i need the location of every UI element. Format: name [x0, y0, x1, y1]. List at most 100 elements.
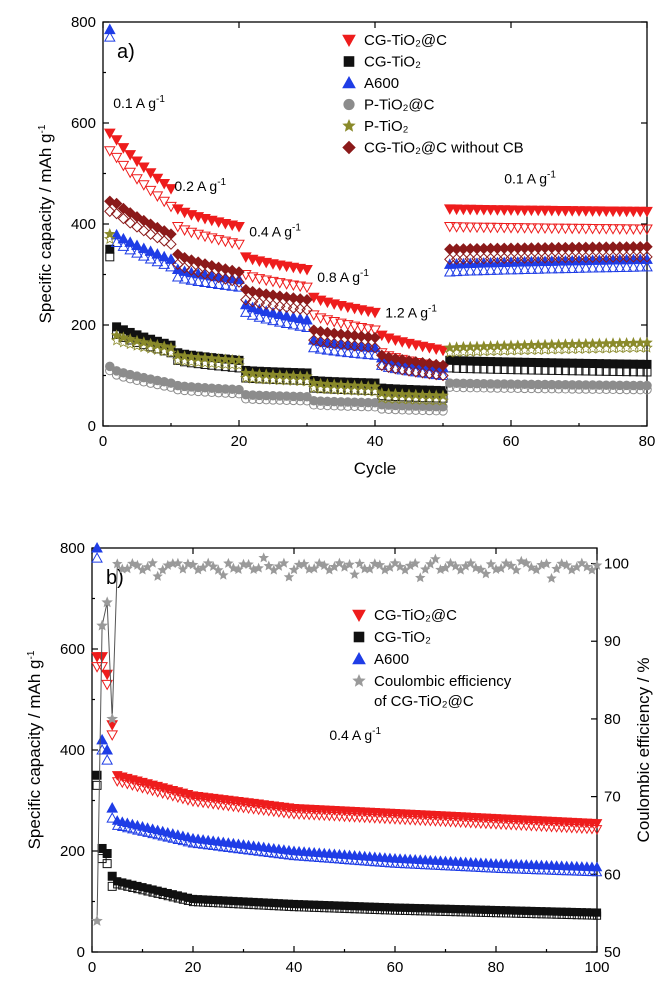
- data-point-discharge: [171, 222, 184, 233]
- data-point-discharge: [318, 852, 330, 863]
- data-point: [576, 557, 588, 568]
- data-point: [416, 357, 429, 369]
- data-point-discharge: [280, 279, 293, 290]
- data-point-discharge: [313, 852, 325, 863]
- data-point-discharge: [185, 264, 198, 276]
- rate-annotation-base: 0.1 A g: [113, 95, 156, 111]
- data-point-discharge: [500, 863, 512, 874]
- data-point: [278, 557, 290, 568]
- data-point: [158, 179, 171, 190]
- legend-marker: [342, 140, 356, 155]
- y-tick-label: 0: [77, 944, 85, 961]
- data-point-discharge: [416, 367, 429, 379]
- data-point-discharge: [593, 224, 606, 235]
- data-point: [260, 288, 272, 300]
- data-point: [110, 135, 123, 146]
- data-point-discharge: [301, 282, 313, 294]
- data-point: [253, 303, 266, 315]
- rate-annotation-base: 0.2 A g: [174, 178, 217, 194]
- data-point-discharge: [171, 270, 184, 282]
- data-point-discharge: [103, 31, 116, 42]
- data-point-discharge: [301, 304, 313, 316]
- data-point-discharge: [634, 261, 647, 272]
- data-point-discharge: [344, 854, 355, 865]
- data-point: [253, 562, 264, 573]
- data-point-discharge: [107, 881, 117, 891]
- data-point-discharge: [137, 341, 150, 353]
- y-axis-label: Specific capacity / mAh g-1: [25, 650, 44, 849]
- data-point-discharge: [103, 233, 116, 245]
- data-point: [172, 557, 184, 568]
- data-point: [112, 558, 123, 569]
- data-point-discharge: [471, 222, 483, 234]
- data-point-discharge: [91, 552, 103, 563]
- data-point: [110, 228, 123, 240]
- y-tick-label: 600: [71, 115, 96, 132]
- data-point-discharge: [226, 280, 239, 291]
- data-point-discharge: [144, 185, 157, 197]
- data-point-discharge: [91, 662, 103, 673]
- data-point-discharge: [233, 359, 245, 371]
- data-point-discharge: [321, 383, 334, 395]
- rate-annotation: 0.1 A g-1: [504, 170, 556, 187]
- data-point-discharge: [551, 865, 562, 875]
- legend-label: P-TiO₂@C: [364, 97, 435, 114]
- x-tick-label: 0: [99, 433, 107, 450]
- data-point-discharge: [484, 264, 497, 275]
- rate-annotation-base: 0.1 A g: [504, 171, 547, 187]
- data-point: [374, 559, 386, 570]
- data-point-discharge: [246, 295, 259, 308]
- data-point: [642, 359, 652, 369]
- series-5: [104, 195, 653, 382]
- data-point-discharge: [525, 223, 538, 234]
- data-point: [319, 559, 330, 570]
- x-tick-label: 40: [367, 433, 384, 450]
- y2-tick-label: 90: [604, 633, 621, 650]
- data-point-discharge: [151, 231, 164, 244]
- data-point-discharge: [485, 862, 497, 873]
- data-point-discharge: [287, 318, 300, 330]
- data-point: [551, 563, 562, 574]
- data-point: [106, 720, 119, 731]
- data-point-discharge: [410, 366, 422, 378]
- data-point: [480, 568, 492, 579]
- data-point-discharge: [374, 856, 386, 867]
- data-point-discharge: [423, 368, 436, 380]
- series-0: [103, 128, 653, 374]
- data-point-discharge: [498, 264, 511, 275]
- data-point: [132, 559, 143, 570]
- data-point-discharge: [287, 302, 300, 314]
- data-point-discharge: [158, 345, 171, 357]
- data-point-discharge: [511, 263, 524, 275]
- data-point: [124, 207, 136, 219]
- data-point: [263, 560, 274, 571]
- data-point: [106, 712, 119, 724]
- data-point: [217, 569, 229, 580]
- data-point-discharge: [165, 346, 177, 358]
- data-point: [364, 563, 375, 574]
- data-point: [124, 236, 137, 247]
- data-point-discharge: [342, 339, 354, 351]
- y-tick-label: 800: [60, 540, 85, 557]
- data-point-discharge: [307, 382, 320, 394]
- data-point-discharge: [362, 341, 374, 353]
- data-point-discharge: [369, 342, 381, 354]
- data-point: [280, 309, 293, 321]
- data-point-discharge: [556, 865, 567, 876]
- legend-label: CG-TiO₂@C: [374, 607, 457, 624]
- data-point-discharge: [634, 224, 647, 236]
- data-point-discharge: [131, 221, 143, 233]
- data-point: [298, 558, 310, 569]
- data-point-discharge: [274, 300, 286, 312]
- data-point-discharge: [106, 812, 119, 823]
- data-point-discharge: [267, 276, 279, 288]
- data-point-discharge: [539, 223, 551, 235]
- data-point-discharge: [253, 297, 266, 309]
- data-point: [437, 345, 449, 357]
- data-point: [233, 563, 244, 575]
- data-point-discharge: [240, 294, 252, 306]
- data-point: [369, 307, 381, 319]
- data-point-discharge: [541, 864, 552, 875]
- data-point-discharge: [199, 276, 211, 288]
- data-point: [450, 560, 461, 571]
